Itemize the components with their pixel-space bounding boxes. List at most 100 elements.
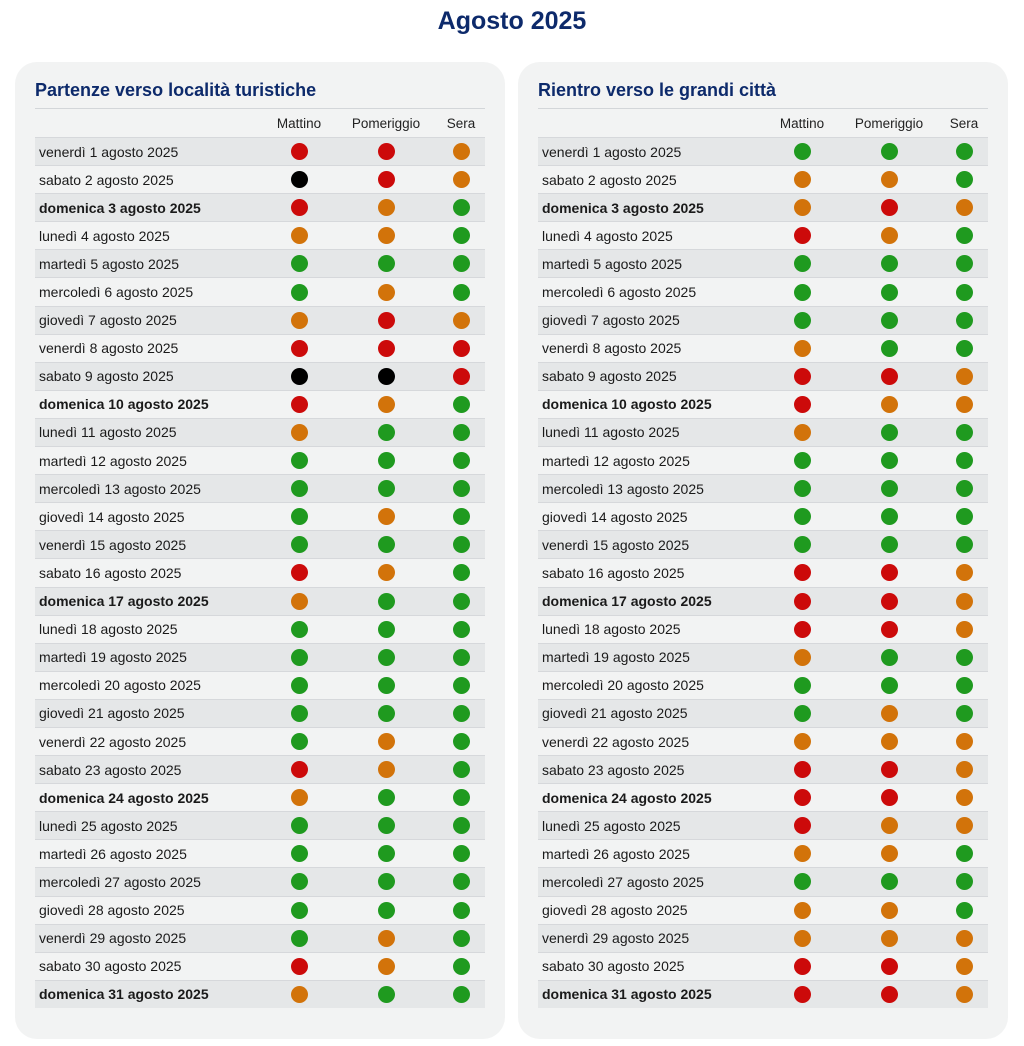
green-traffic-dot-icon — [955, 648, 973, 666]
orange-traffic-dot-icon — [452, 311, 470, 329]
morning-cell — [263, 789, 335, 807]
morning-cell — [263, 733, 335, 751]
green-traffic-dot-icon — [290, 480, 308, 498]
evening-cell — [940, 817, 988, 835]
table-row: venerdì 8 agosto 2025 — [35, 333, 485, 362]
morning-cell — [263, 704, 335, 722]
evening-cell — [437, 957, 485, 975]
evening-cell — [437, 704, 485, 722]
red-traffic-dot-icon — [377, 311, 395, 329]
afternoon-cell — [335, 536, 437, 554]
evening-cell — [940, 508, 988, 526]
evening-cell — [940, 985, 988, 1003]
row-date: lunedì 25 agosto 2025 — [542, 817, 681, 834]
evening-cell — [940, 536, 988, 554]
green-traffic-dot-icon — [880, 676, 898, 694]
morning-cell — [766, 395, 838, 413]
orange-traffic-dot-icon — [290, 227, 308, 245]
table-row: lunedì 25 agosto 2025 — [35, 811, 485, 840]
morning-cell — [263, 395, 335, 413]
table-row: venerdì 8 agosto 2025 — [538, 333, 988, 362]
orange-traffic-dot-icon — [880, 817, 898, 835]
table-row: sabato 16 agosto 2025 — [35, 558, 485, 587]
morning-cell — [263, 143, 335, 161]
evening-cell — [437, 452, 485, 470]
evening-cell — [437, 761, 485, 779]
green-traffic-dot-icon — [377, 789, 395, 807]
morning-cell — [766, 789, 838, 807]
evening-cell — [940, 733, 988, 751]
green-traffic-dot-icon — [452, 536, 470, 554]
header-morning: Mattino — [276, 115, 322, 131]
red-traffic-dot-icon — [793, 367, 811, 385]
orange-traffic-dot-icon — [377, 929, 395, 947]
table-row: lunedì 18 agosto 2025 — [35, 614, 485, 643]
row-date: lunedì 18 agosto 2025 — [542, 621, 681, 638]
orange-traffic-dot-icon — [955, 367, 973, 385]
row-date: mercoledì 13 agosto 2025 — [542, 480, 704, 497]
table-row: sabato 2 agosto 2025 — [538, 165, 988, 194]
morning-cell — [766, 901, 838, 919]
row-date: mercoledì 27 agosto 2025 — [39, 873, 201, 890]
afternoon-cell — [838, 761, 940, 779]
green-traffic-dot-icon — [290, 536, 308, 554]
orange-traffic-dot-icon — [377, 199, 395, 217]
green-traffic-dot-icon — [452, 845, 470, 863]
returns-rows: venerdì 1 agosto 2025 sabato 2 agosto 202… — [538, 137, 988, 1008]
afternoon-cell — [335, 761, 437, 779]
morning-cell — [766, 311, 838, 329]
row-date: giovedì 14 agosto 2025 — [39, 508, 185, 525]
red-traffic-dot-icon — [793, 564, 811, 582]
morning-cell — [766, 704, 838, 722]
returns-card: Rientro verso le grandi città Mattino Po… — [518, 62, 1008, 1039]
row-date: giovedì 28 agosto 2025 — [542, 902, 688, 919]
table-row: giovedì 7 agosto 2025 — [538, 305, 988, 334]
row-date: martedì 5 agosto 2025 — [39, 255, 180, 272]
header-evening: Sera — [949, 115, 979, 131]
green-traffic-dot-icon — [955, 676, 973, 694]
green-traffic-dot-icon — [793, 873, 811, 891]
green-traffic-dot-icon — [377, 845, 395, 863]
evening-cell — [940, 957, 988, 975]
green-traffic-dot-icon — [793, 480, 811, 498]
row-date: venerdì 1 agosto 2025 — [542, 143, 682, 160]
evening-cell — [437, 929, 485, 947]
evening-cell — [940, 452, 988, 470]
orange-traffic-dot-icon — [377, 761, 395, 779]
green-traffic-dot-icon — [452, 957, 470, 975]
evening-cell — [437, 676, 485, 694]
table-row: venerdì 15 agosto 2025 — [35, 530, 485, 559]
red-traffic-dot-icon — [880, 789, 898, 807]
green-traffic-dot-icon — [793, 452, 811, 470]
morning-cell — [766, 733, 838, 751]
green-traffic-dot-icon — [377, 704, 395, 722]
green-traffic-dot-icon — [452, 592, 470, 610]
orange-traffic-dot-icon — [880, 901, 898, 919]
morning-cell — [766, 620, 838, 638]
row-date: sabato 23 agosto 2025 — [39, 761, 182, 778]
afternoon-cell — [838, 255, 940, 273]
orange-traffic-dot-icon — [793, 339, 811, 357]
morning-cell — [263, 845, 335, 863]
table-header: Mattino Pomeriggio Sera — [35, 108, 485, 137]
orange-traffic-dot-icon — [377, 395, 395, 413]
green-traffic-dot-icon — [955, 480, 973, 498]
evening-cell — [940, 423, 988, 441]
afternoon-cell — [335, 676, 437, 694]
evening-cell — [940, 620, 988, 638]
morning-cell — [263, 367, 335, 385]
orange-traffic-dot-icon — [793, 171, 811, 189]
evening-cell — [437, 901, 485, 919]
orange-traffic-dot-icon — [880, 704, 898, 722]
evening-cell — [940, 171, 988, 189]
afternoon-cell — [838, 227, 940, 245]
row-date: sabato 16 agosto 2025 — [542, 564, 685, 581]
green-traffic-dot-icon — [452, 676, 470, 694]
table-row: sabato 30 agosto 2025 — [538, 951, 988, 980]
orange-traffic-dot-icon — [955, 817, 973, 835]
table-row: mercoledì 27 agosto 2025 — [538, 867, 988, 896]
orange-traffic-dot-icon — [955, 929, 973, 947]
row-date: venerdì 15 agosto 2025 — [39, 536, 187, 553]
orange-traffic-dot-icon — [290, 985, 308, 1003]
table-row: sabato 23 agosto 2025 — [538, 755, 988, 784]
